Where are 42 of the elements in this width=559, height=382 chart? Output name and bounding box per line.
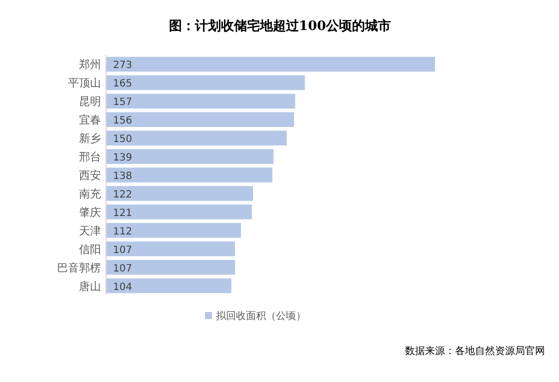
data-label: 157 xyxy=(113,97,132,108)
y-tick-label: 新乡 xyxy=(79,132,101,146)
bar xyxy=(106,204,252,220)
data-label: 138 xyxy=(113,171,132,182)
source-note: 数据来源：各地自然资源局官网 xyxy=(405,345,545,357)
bar xyxy=(106,149,274,164)
data-label: 104 xyxy=(113,282,132,293)
bar xyxy=(106,168,272,182)
bar xyxy=(106,130,287,146)
y-tick-label: 肇庆 xyxy=(79,206,101,219)
y-tick-label: 西安 xyxy=(79,169,101,182)
chart-title: 图：计划收储宅地超过100公顷的城市 xyxy=(168,18,392,34)
bar xyxy=(106,186,254,201)
data-label: 165 xyxy=(113,78,132,90)
y-tick-label: 信阳 xyxy=(79,242,101,256)
y-tick-label: 南充 xyxy=(79,187,101,200)
y-tick-label: 邢台 xyxy=(79,150,101,164)
data-label: 150 xyxy=(113,134,132,146)
y-tick-label: 宜春 xyxy=(79,114,101,127)
bar xyxy=(106,94,296,109)
y-tick-label: 唐山 xyxy=(79,280,101,293)
data-label: 273 xyxy=(113,60,132,72)
bar xyxy=(106,112,294,127)
bar xyxy=(106,223,241,238)
data-label: 121 xyxy=(113,208,132,219)
bar xyxy=(106,56,435,72)
bar xyxy=(106,241,235,256)
bar xyxy=(106,75,305,90)
y-tick-label: 巴音郭楞 xyxy=(57,261,101,274)
legend-label: 拟回收面积（公顷） xyxy=(216,310,306,322)
y-tick-label: 平顶山 xyxy=(68,76,101,90)
data-label: 112 xyxy=(113,226,132,238)
data-label: 107 xyxy=(113,244,132,256)
y-tick-label: 郑州 xyxy=(79,58,101,72)
data-label: 156 xyxy=(113,116,132,127)
data-label: 107 xyxy=(113,263,132,274)
y-tick-label: 天津 xyxy=(79,224,101,238)
y-tick-label: 昆明 xyxy=(79,95,101,108)
data-label: 122 xyxy=(113,189,132,200)
bar xyxy=(106,278,232,294)
data-label: 139 xyxy=(113,152,132,164)
bar xyxy=(106,260,235,275)
